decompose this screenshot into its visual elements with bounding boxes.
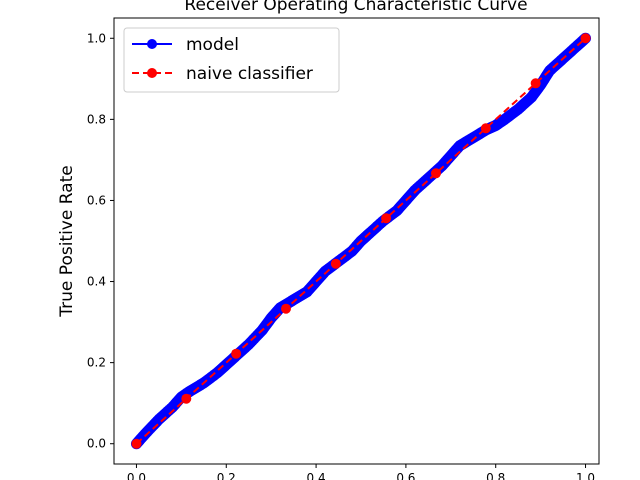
x-tick-label: 0.8 [486,471,505,480]
ticks-layer: 0.0 0.2 0.4 0.6 0.8 1.0 0.0 0.2 0.4 0.6 0.8 1.0 [87,31,595,480]
y-tick-label: 0.8 [87,112,106,126]
y-tick-label: 0.2 [87,356,106,370]
y-tick-label: 0.6 [87,193,106,207]
axes-frame [113,17,600,465]
x-tick-label: 0.0 [127,471,146,480]
legend-model-label: model [186,35,239,55]
legend-model-marker [147,39,157,49]
chart-title: Receiver Operating Characteristic Curve [184,0,527,15]
legend-box [123,27,340,93]
naive-point [381,213,392,224]
naive-point [480,123,491,134]
naive-point [580,33,591,44]
y-axis-label: True Positive Rate [57,165,77,317]
naive-point [231,348,242,359]
x-tick-label: 1.0 [576,471,595,480]
y-tick-label: 1.0 [87,31,106,45]
x-tick-label: 0.2 [217,471,236,480]
y-tick-label: 0.4 [87,275,106,289]
naive-point [280,303,291,314]
naive-point [181,393,192,404]
legend: model naive classifier [123,27,340,93]
x-tick-label: 0.4 [307,471,326,480]
naive-point [330,258,341,269]
series-layer [130,32,592,450]
legend-naive-label: naive classifier [186,64,313,84]
x-tick-label: 0.6 [396,471,415,480]
naive-point [530,78,541,89]
naive-point [131,438,142,449]
y-tick-label: 0.0 [87,437,106,451]
naive-line [135,37,587,445]
legend-naive-marker [147,68,157,78]
naive-point [430,168,441,179]
